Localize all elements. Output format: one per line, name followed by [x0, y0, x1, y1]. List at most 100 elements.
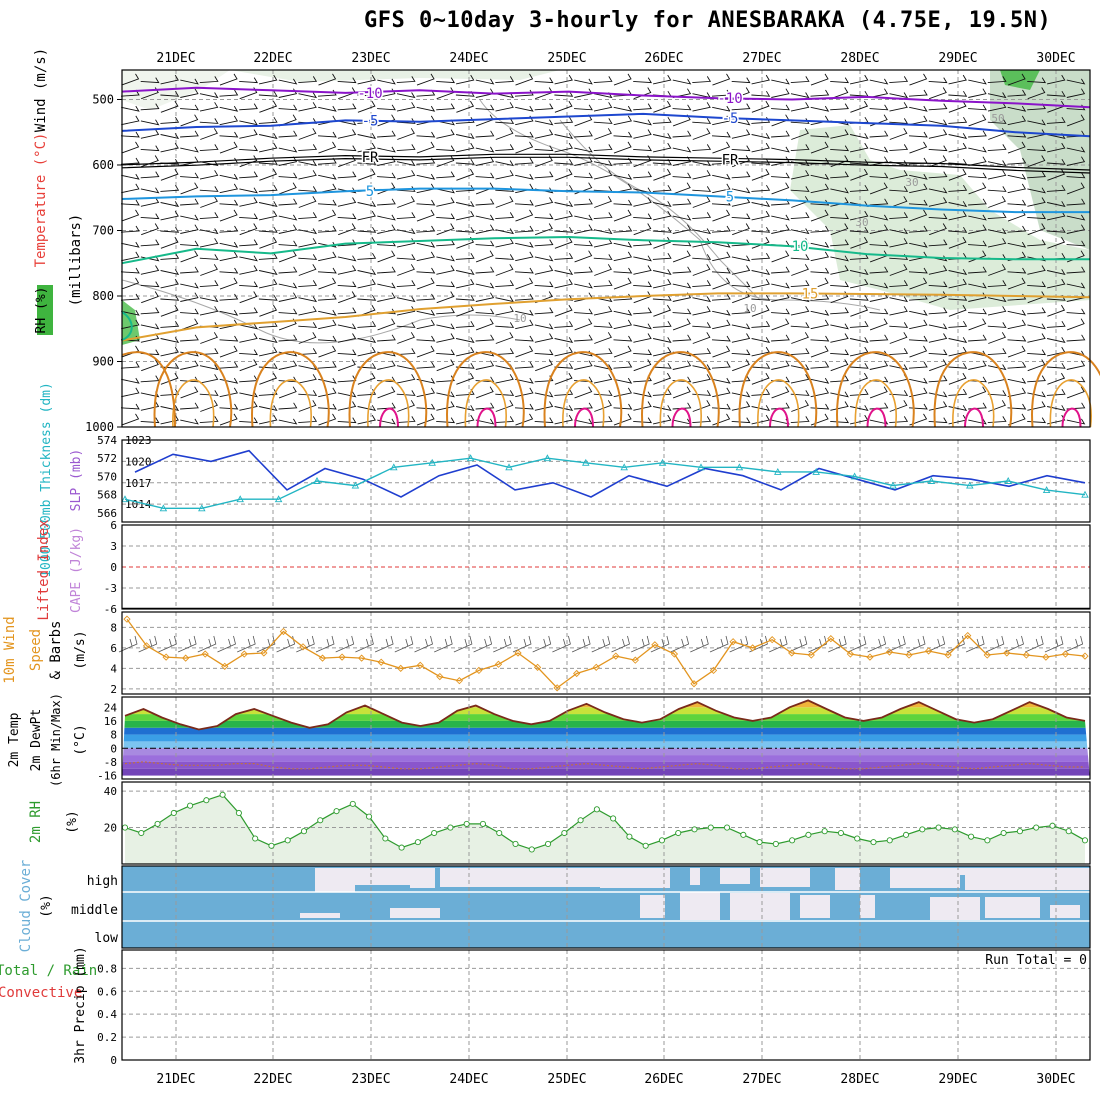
- wind10-point: [631, 656, 639, 664]
- cloud-level-label: middle: [71, 903, 118, 918]
- y-tick-label: 20: [104, 822, 117, 835]
- thickness-point: [582, 458, 590, 466]
- surface-wind-barbs: [118, 635, 1084, 653]
- y-tick-label-left: 566: [97, 507, 117, 520]
- rh2m-point: [187, 802, 194, 809]
- date-label-top: 21DEC: [156, 51, 195, 66]
- y-tick-label: 0.6: [97, 985, 117, 998]
- cloud-gap: [640, 895, 665, 918]
- y-tick-label-right: 1020: [125, 455, 152, 468]
- wind10-point: [162, 653, 170, 661]
- rh2m-point: [772, 840, 779, 848]
- axis-label-cloud-percent: (%): [39, 894, 54, 917]
- thickness-point: [620, 463, 628, 471]
- rh2m-point: [154, 820, 161, 827]
- rh-contour: [479, 99, 881, 311]
- rh2m-point: [593, 806, 600, 813]
- temperature-band: [122, 727, 1090, 735]
- temperature-contour: [367, 379, 410, 428]
- axis-label-thickness: 1000-500mb Thickness (dm): [39, 382, 54, 578]
- temperature-contour: [757, 379, 800, 428]
- thickness-point: [697, 463, 705, 471]
- temperature-contour: [121, 351, 176, 428]
- run-total-label: Run Total = 0: [985, 953, 1087, 968]
- cloud-gap: [730, 893, 790, 920]
- cloud-level-label: high: [87, 874, 118, 889]
- y-tick-label-left: 574: [97, 434, 117, 447]
- wind10-point: [690, 680, 698, 688]
- wind10-point: [748, 644, 757, 652]
- temperature-bands: [122, 700, 1090, 776]
- rh2m-point: [951, 826, 958, 833]
- cloud-gap: [355, 868, 410, 885]
- temperature-band: [122, 714, 1090, 721]
- rh2m-point: [235, 809, 242, 817]
- date-label-bottom: 25DEC: [547, 1072, 586, 1087]
- date-label-bottom: 26DEC: [644, 1072, 683, 1087]
- wind10-point: [964, 631, 972, 640]
- thickness-point: [390, 463, 398, 471]
- rh-area: [990, 70, 1090, 250]
- rh2m-point: [610, 815, 617, 822]
- rh2m-point: [1033, 824, 1040, 831]
- temperature-contour: [1049, 379, 1092, 428]
- y-tick-label: 0.4: [97, 1008, 117, 1021]
- temperature-contour: [671, 407, 692, 428]
- temperature-contour: [464, 379, 507, 428]
- temp2m-frame: [121, 696, 1091, 780]
- rh2m-point: [756, 839, 763, 846]
- thickness-point: [505, 463, 513, 471]
- temperature-contour: [964, 407, 984, 428]
- rh2m-point: [1065, 828, 1072, 835]
- date-label-bottom: 28DEC: [840, 1072, 879, 1087]
- temperature-contour: [153, 351, 233, 428]
- temperature-band: [122, 748, 1090, 756]
- wind10-frame: [121, 611, 1091, 695]
- wind10-point: [612, 652, 620, 660]
- wind10-point: [788, 649, 796, 657]
- y-tick-label: 6: [110, 642, 117, 655]
- rh2m-point: [496, 829, 503, 837]
- temperature-contour: [854, 379, 897, 428]
- rh2m-point: [675, 829, 682, 837]
- wind10-point: [1061, 650, 1070, 658]
- rh2m-frame: [121, 781, 1091, 865]
- wind10-point: [475, 666, 483, 675]
- isotherm-freezing: [121, 153, 1091, 171]
- series-slp: [134, 449, 1086, 498]
- rh2m-area: [125, 794, 1085, 864]
- wind10-point: [768, 636, 776, 644]
- series-thickness: [124, 457, 1086, 509]
- isotherm-label: -10: [717, 91, 742, 107]
- y-tick-label: 0: [110, 742, 117, 755]
- y-tick-label: 8: [110, 729, 117, 742]
- cloud-gap: [300, 913, 340, 918]
- thickness-point: [351, 481, 360, 489]
- rh2m-point: [968, 833, 975, 840]
- axis-label-wind10: 10m Wind: [2, 616, 18, 683]
- thickness-point: [428, 458, 436, 466]
- temperature-contour: [574, 407, 594, 428]
- rh2m-point: [1081, 837, 1089, 844]
- axis-label-percent: (%): [65, 810, 80, 833]
- rh-legend-swatch: [37, 285, 53, 335]
- date-label-top: 25DEC: [547, 51, 586, 66]
- axis-label-lifted-index: Lifted Index: [36, 519, 52, 620]
- axis-label-speed: Speed: [28, 629, 44, 671]
- y-tick-label: 1000: [85, 420, 114, 434]
- rh-area: [122, 70, 230, 110]
- axis-label-millibars: (millibars): [68, 214, 84, 307]
- rh2m-point: [902, 831, 910, 838]
- axis-label-precip: 3hr Precip (mm): [73, 946, 88, 1063]
- isotherm-label: -5: [722, 111, 739, 127]
- cloud-gap: [720, 868, 750, 884]
- cloud-gap: [985, 897, 1040, 918]
- temperature-band: [122, 755, 1090, 762]
- date-label-top: 28DEC: [840, 51, 879, 66]
- rh2m-point: [333, 808, 340, 815]
- y-tick-label: 600: [92, 158, 114, 172]
- rh2m-point: [691, 826, 698, 833]
- wind10-point: [260, 649, 268, 657]
- date-label-top: 27DEC: [742, 51, 781, 66]
- date-label-bottom: 24DEC: [449, 1072, 488, 1087]
